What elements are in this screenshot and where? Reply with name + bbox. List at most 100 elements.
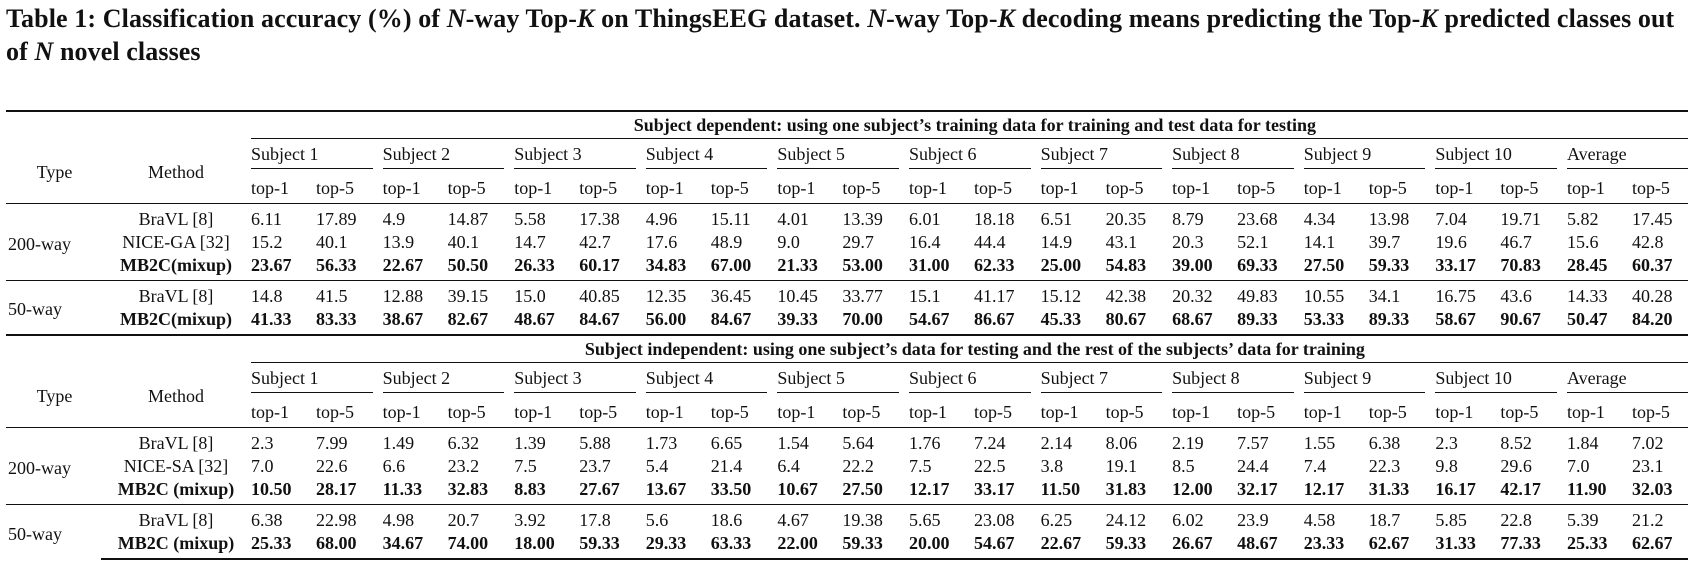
value-cell: 9.8: [1435, 456, 1458, 476]
value-cell: 16.17: [1435, 479, 1476, 499]
value-cell: 10.55: [1303, 280, 1369, 308]
value-cell: 21.4: [710, 456, 743, 476]
value-cell: 5.88: [579, 427, 646, 455]
value-cell: 5.64: [842, 427, 909, 455]
value-cell: 18.18: [973, 203, 1041, 231]
caption-text: predicted classes out of: [6, 4, 1675, 66]
value-cell: 9.0: [777, 232, 800, 252]
value-cell: 2.3: [1435, 427, 1501, 455]
value-cell: 69.33: [1237, 255, 1278, 275]
value-cell: 32.03: [1631, 479, 1673, 499]
method-header: Method: [101, 334, 251, 428]
value-cell: 24.12: [1105, 504, 1173, 532]
value-cell: 27.50: [1303, 255, 1345, 275]
value-cell: 54.67: [908, 309, 950, 329]
value-cell: 39.15: [447, 280, 515, 308]
subject-label: Subject 7: [1040, 144, 1163, 169]
value-cell: 7.4: [1303, 456, 1327, 476]
value-cell: 14.9: [1040, 232, 1073, 252]
value-cell: 14.33: [1566, 280, 1632, 308]
value-cell: 74.00: [447, 532, 515, 560]
value-cell: 6.02: [1172, 504, 1238, 532]
value-cell: 15.12: [1040, 280, 1106, 308]
caption-text: novel classes: [59, 37, 201, 66]
value-cell: 10.45: [777, 280, 843, 308]
value-cell: 31.33: [1368, 479, 1410, 499]
table-row: MB2C(mixup) 23.67 56.33 22.67 50.50 26.33 60.1…: [6, 254, 1688, 281]
value-cell: 44.4: [973, 232, 1006, 252]
subject-header: Subject 10: [1435, 363, 1567, 398]
top5-header: top-5: [316, 401, 354, 422]
value-cell: 4.01: [777, 203, 843, 231]
value-cell: 23.1: [1631, 456, 1664, 476]
value-cell: 41.17: [973, 280, 1041, 308]
top1-header: top-1: [645, 177, 684, 198]
value-cell: 5.65: [908, 504, 974, 532]
top5-header: top-5: [842, 177, 881, 198]
value-cell: 13.39: [842, 203, 909, 231]
type-cell: 200-way: [6, 427, 101, 505]
value-cell: 15.1: [908, 280, 974, 308]
value-cell: 34.67: [382, 532, 448, 560]
value-cell: 23.33: [1303, 532, 1369, 560]
value-cell: 3.92: [514, 504, 580, 532]
value-cell: 32.17: [1237, 479, 1278, 499]
value-cell: 8.06: [1105, 427, 1173, 455]
value-cell: 20.00: [908, 532, 974, 560]
value-cell: 14.7: [514, 232, 546, 252]
value-cell: 43.6: [1500, 280, 1567, 308]
value-cell: 36.45: [710, 280, 778, 308]
subject-label: Average: [1566, 144, 1688, 169]
value-cell: 17.8: [579, 504, 646, 532]
value-cell: 59.33: [842, 532, 909, 560]
value-cell: 3.8: [1040, 456, 1064, 476]
value-cell: 2.14: [1040, 427, 1106, 455]
subject-header: Subject 5: [777, 363, 909, 398]
value-cell: 1.49: [382, 427, 448, 455]
value-cell: 67.00: [710, 255, 752, 275]
top1-header: top-1: [1303, 177, 1342, 198]
value-cell: 12.35: [645, 280, 711, 308]
subject-header: Subject 8: [1172, 363, 1304, 398]
subject-label: Subject 5: [777, 368, 899, 393]
value-cell: 8.79: [1172, 203, 1238, 231]
value-cell: 6.51: [1040, 203, 1106, 231]
subject-header: Subject 4: [645, 139, 778, 174]
value-cell: 15.2: [251, 232, 283, 252]
caption-text: decoding means predicting the Top-: [1021, 4, 1421, 33]
value-cell: 14.8: [251, 280, 316, 308]
value-cell: 86.67: [973, 309, 1015, 329]
value-cell: 28.45: [1566, 255, 1608, 275]
top1-header: top-1: [382, 177, 421, 198]
value-cell: 20.7: [447, 504, 515, 532]
value-cell: 13.9: [382, 232, 415, 252]
value-cell: 59.33: [579, 532, 646, 560]
type-header: Type: [6, 110, 101, 204]
value-cell: 11.33: [382, 479, 423, 499]
subject-header: Subject 7: [1040, 139, 1173, 174]
value-cell: 6.4: [777, 456, 800, 476]
subject-header: Average: [1566, 139, 1688, 174]
value-cell: 40.1: [316, 232, 348, 252]
subject-label: Subject 2: [382, 144, 505, 169]
value-cell: 7.99: [316, 427, 383, 455]
value-cell: 1.39: [514, 427, 580, 455]
value-cell: 4.96: [645, 203, 711, 231]
table-row: MB2C (mixup) 25.33 68.00 34.67 74.00 18.00 59.…: [6, 532, 1688, 560]
value-cell: 84.20: [1631, 309, 1673, 329]
subject-header: Subject 6: [908, 363, 1041, 398]
caption-var-k: K: [577, 4, 595, 33]
top5-header: top-5: [1500, 177, 1539, 198]
top5-header: top-5: [579, 177, 618, 198]
value-cell: 54.83: [1105, 255, 1147, 275]
table-row: 50-way BraVL [8] 6.38 22.98 4.98 20.7 3.92 17.8…: [6, 504, 1688, 559]
type-cell: 50-way: [6, 504, 101, 559]
value-cell: 50.50: [447, 255, 489, 275]
top1-header: top-1: [1303, 401, 1342, 422]
subject-label: Subject 8: [1172, 368, 1294, 393]
value-cell: 12.00: [1172, 479, 1213, 499]
value-cell: 6.38: [251, 504, 316, 532]
subject-label: Subject 6: [908, 144, 1031, 169]
section-title: Subject dependent: using one subject’s t…: [251, 110, 1688, 139]
subject-label: Subject 9: [1303, 144, 1426, 169]
